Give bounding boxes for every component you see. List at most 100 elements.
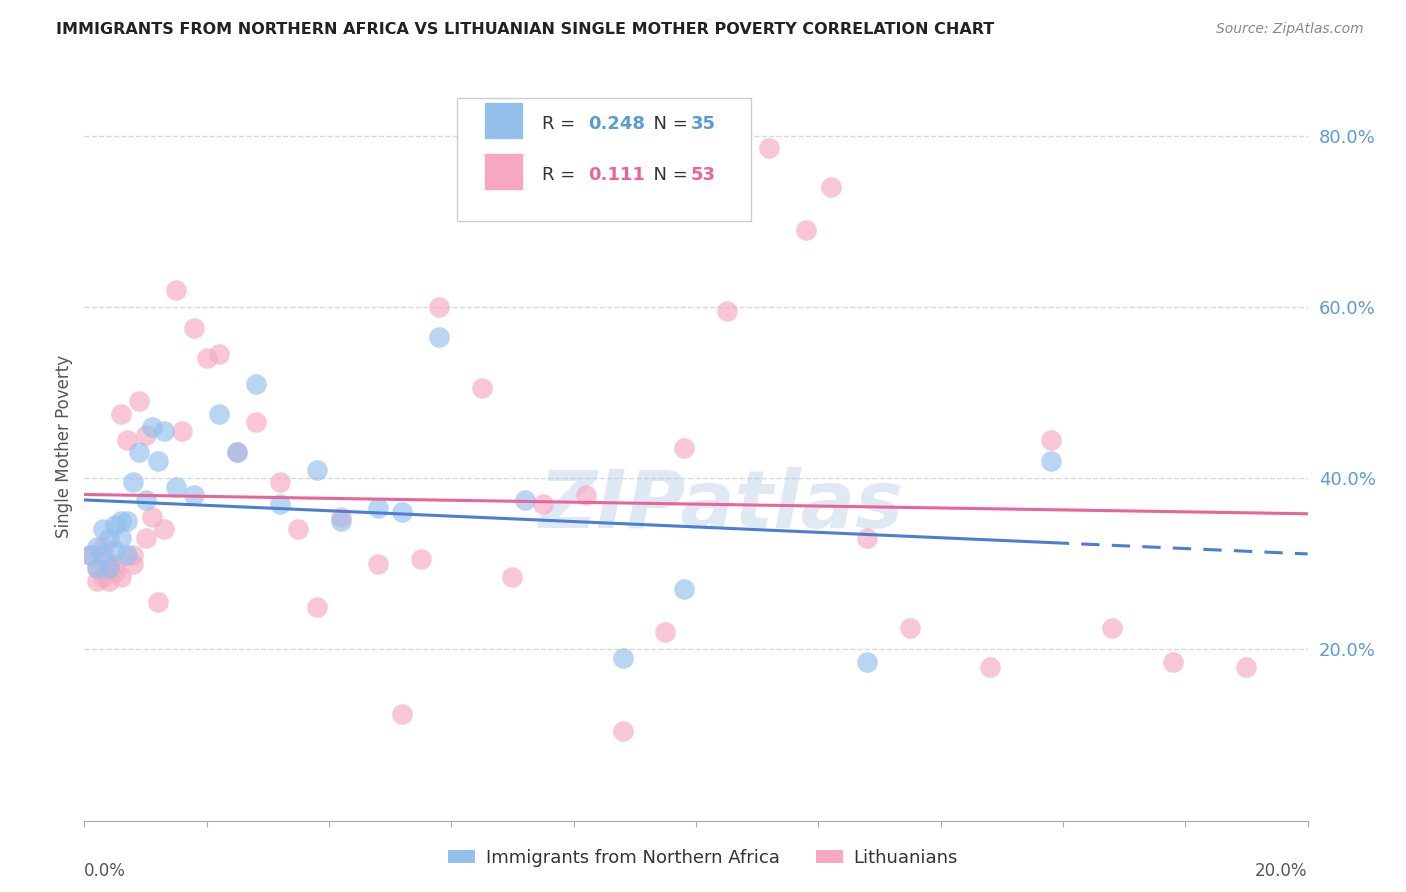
Point <box>1236 659 1258 673</box>
FancyBboxPatch shape <box>457 97 751 221</box>
Point <box>153 424 176 438</box>
Point <box>531 497 554 511</box>
Point <box>672 441 695 455</box>
Point <box>165 283 187 297</box>
Point <box>165 480 187 494</box>
Point <box>110 531 132 545</box>
Point <box>794 223 817 237</box>
Point <box>104 518 127 533</box>
Point <box>110 569 132 583</box>
Point <box>1039 433 1062 447</box>
Point <box>427 300 450 314</box>
Point <box>758 141 780 155</box>
Point <box>305 599 328 614</box>
FancyBboxPatch shape <box>484 153 523 190</box>
Point <box>115 548 138 562</box>
Point <box>135 428 157 442</box>
Point <box>330 509 353 524</box>
Point <box>269 497 291 511</box>
Point <box>226 445 249 459</box>
Point <box>208 347 231 361</box>
Point <box>91 569 114 583</box>
Text: N =: N = <box>643 115 693 133</box>
Text: 53: 53 <box>692 166 716 184</box>
Point <box>79 548 101 562</box>
Point <box>898 621 921 635</box>
Point <box>612 651 634 665</box>
Point <box>502 569 524 583</box>
Text: Source: ZipAtlas.com: Source: ZipAtlas.com <box>1216 22 1364 37</box>
Point <box>86 540 108 554</box>
Point <box>122 548 145 562</box>
Point <box>672 582 695 597</box>
Point <box>104 544 127 558</box>
Text: R =: R = <box>541 166 586 184</box>
Point <box>172 424 194 438</box>
Point <box>86 561 108 575</box>
Point <box>1039 454 1062 468</box>
Text: R =: R = <box>541 115 581 133</box>
Point <box>367 501 389 516</box>
Point <box>97 561 120 575</box>
Point <box>104 566 127 580</box>
Point <box>391 706 413 721</box>
Point <box>612 723 634 738</box>
Point <box>91 540 114 554</box>
Text: N =: N = <box>643 166 693 184</box>
Point <box>135 492 157 507</box>
Point <box>141 509 163 524</box>
Point <box>305 462 328 476</box>
Y-axis label: Single Mother Poverty: Single Mother Poverty <box>55 354 73 538</box>
Point <box>856 655 879 669</box>
Point <box>979 659 1001 673</box>
Point <box>110 514 132 528</box>
Point <box>97 531 120 545</box>
Point <box>141 419 163 434</box>
Point <box>79 548 101 562</box>
Point <box>391 505 413 519</box>
Point <box>245 416 267 430</box>
Text: 0.0%: 0.0% <box>84 862 127 880</box>
Point <box>122 557 145 571</box>
Point <box>86 574 108 588</box>
Point <box>427 330 450 344</box>
Point <box>153 523 176 537</box>
Point <box>183 488 205 502</box>
Point <box>575 488 598 502</box>
Point <box>128 445 150 459</box>
Point <box>86 561 108 575</box>
Point <box>226 445 249 459</box>
Point <box>471 381 494 395</box>
Text: ZIPatlas: ZIPatlas <box>538 467 903 545</box>
Point <box>208 407 231 421</box>
Text: 0.111: 0.111 <box>588 166 645 184</box>
Point <box>820 180 842 194</box>
Text: 20.0%: 20.0% <box>1256 862 1308 880</box>
Point <box>1161 655 1184 669</box>
Text: 0.248: 0.248 <box>588 115 645 133</box>
Point <box>183 321 205 335</box>
Point <box>330 514 353 528</box>
Point <box>91 523 114 537</box>
Point <box>104 557 127 571</box>
Point <box>269 475 291 490</box>
Point <box>110 407 132 421</box>
Point <box>122 475 145 490</box>
Legend: Immigrants from Northern Africa, Lithuanians: Immigrants from Northern Africa, Lithuan… <box>440 842 966 874</box>
Text: 35: 35 <box>692 115 716 133</box>
Point <box>513 492 536 507</box>
Point <box>367 557 389 571</box>
Point <box>654 625 676 640</box>
Point <box>195 351 218 366</box>
Point <box>115 514 138 528</box>
Point <box>115 433 138 447</box>
Point <box>716 304 738 318</box>
Point <box>1101 621 1123 635</box>
Point <box>135 531 157 545</box>
Point <box>97 574 120 588</box>
Point <box>287 523 309 537</box>
Point <box>128 394 150 409</box>
Point <box>97 557 120 571</box>
Text: IMMIGRANTS FROM NORTHERN AFRICA VS LITHUANIAN SINGLE MOTHER POVERTY CORRELATION : IMMIGRANTS FROM NORTHERN AFRICA VS LITHU… <box>56 22 994 37</box>
Point <box>409 552 432 566</box>
